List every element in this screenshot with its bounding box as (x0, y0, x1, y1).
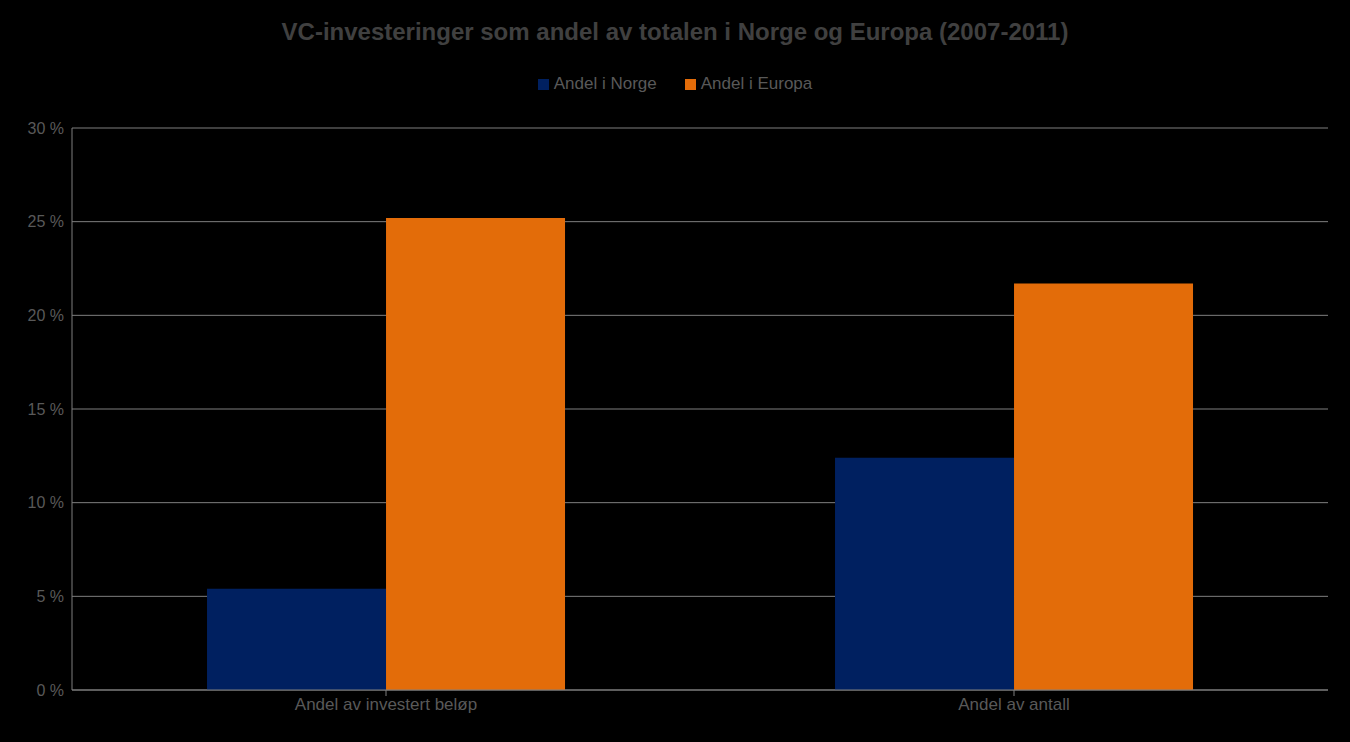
svg-text:20 %: 20 % (28, 307, 64, 324)
svg-text:10 %: 10 % (28, 494, 64, 511)
svg-text:25 %: 25 % (28, 213, 64, 230)
html-text:VC-investeringer som andel av: VC-investeringer som andel av totalen i … (281, 18, 1069, 45)
svg-text:30 %: 30 % (28, 120, 64, 137)
html-text:Andel i Norge: Andel i Norge (553, 74, 657, 93)
html-text:Andel i Europa: Andel i Europa (700, 74, 813, 93)
svg-text:0 %: 0 % (36, 682, 64, 699)
svg-text:Andel av antall: Andel av antall (958, 695, 1070, 714)
svg-text:Andel av investert beløp: Andel av investert beløp (295, 695, 477, 714)
svg-text:5 %: 5 % (36, 588, 64, 605)
svg-text:15 %: 15 % (28, 401, 64, 418)
